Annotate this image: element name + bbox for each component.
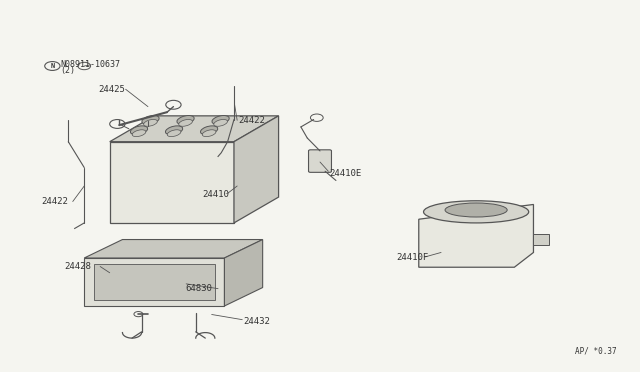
Polygon shape xyxy=(234,116,278,223)
Text: 24432: 24432 xyxy=(244,317,271,326)
FancyBboxPatch shape xyxy=(308,150,332,172)
Text: N: N xyxy=(51,63,54,69)
Polygon shape xyxy=(94,263,215,301)
Polygon shape xyxy=(109,116,278,142)
Polygon shape xyxy=(225,240,262,306)
Ellipse shape xyxy=(214,119,227,126)
Text: 24410F: 24410F xyxy=(396,253,429,263)
Ellipse shape xyxy=(167,130,181,137)
Text: 24410: 24410 xyxy=(202,190,229,199)
Text: 24422: 24422 xyxy=(239,116,266,125)
Ellipse shape xyxy=(132,130,146,137)
Ellipse shape xyxy=(177,116,194,124)
Text: AP/ *0.37: AP/ *0.37 xyxy=(575,347,616,356)
Text: N08911-10637: N08911-10637 xyxy=(60,60,120,70)
Ellipse shape xyxy=(445,203,507,217)
Text: 24422: 24422 xyxy=(42,197,68,206)
Ellipse shape xyxy=(143,119,157,126)
Ellipse shape xyxy=(424,201,529,223)
Text: 24410E: 24410E xyxy=(330,169,362,177)
Polygon shape xyxy=(534,234,549,245)
Polygon shape xyxy=(419,205,534,267)
Polygon shape xyxy=(109,142,234,223)
Polygon shape xyxy=(84,240,262,258)
Ellipse shape xyxy=(200,126,218,135)
Text: (2): (2) xyxy=(60,66,75,75)
Ellipse shape xyxy=(212,116,229,124)
Ellipse shape xyxy=(202,130,216,137)
Text: 64830: 64830 xyxy=(185,284,212,293)
Ellipse shape xyxy=(179,119,193,126)
Ellipse shape xyxy=(165,126,182,135)
Ellipse shape xyxy=(142,116,159,124)
Polygon shape xyxy=(84,258,225,306)
Ellipse shape xyxy=(131,126,148,135)
Text: 24425: 24425 xyxy=(99,85,125,94)
Text: 24428: 24428 xyxy=(64,262,91,271)
